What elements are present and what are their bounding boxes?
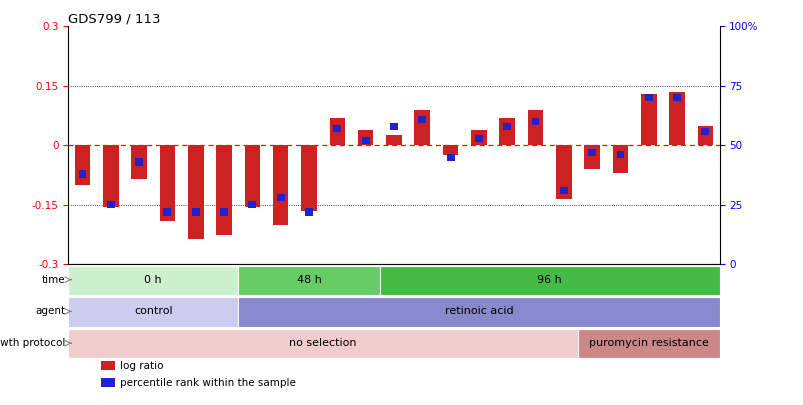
Text: log ratio: log ratio <box>120 361 164 371</box>
Bar <box>475 135 483 142</box>
Bar <box>107 201 115 209</box>
FancyBboxPatch shape <box>68 329 577 358</box>
Bar <box>333 125 340 132</box>
Bar <box>527 110 543 145</box>
Bar <box>276 194 284 201</box>
Text: 48 h: 48 h <box>296 275 321 285</box>
FancyBboxPatch shape <box>379 266 719 295</box>
Bar <box>301 145 316 211</box>
Bar <box>471 130 486 145</box>
Bar <box>220 209 228 215</box>
Bar <box>640 94 656 145</box>
Bar <box>244 145 260 207</box>
Bar <box>357 130 373 145</box>
Bar <box>304 209 312 215</box>
FancyBboxPatch shape <box>68 297 238 327</box>
Text: GDS799 / 113: GDS799 / 113 <box>68 12 161 25</box>
Text: 0 h: 0 h <box>145 275 162 285</box>
Text: 96 h: 96 h <box>536 275 561 285</box>
Bar <box>531 118 539 125</box>
Bar <box>672 94 680 101</box>
FancyBboxPatch shape <box>238 297 719 327</box>
Bar <box>442 145 458 155</box>
Text: agent: agent <box>35 307 65 316</box>
Bar <box>248 201 256 209</box>
FancyBboxPatch shape <box>238 266 379 295</box>
Bar <box>101 361 115 371</box>
Bar <box>700 128 708 135</box>
Text: growth protocol: growth protocol <box>0 338 65 348</box>
Bar <box>503 123 511 130</box>
Bar <box>414 110 430 145</box>
Bar <box>418 115 426 123</box>
Text: percentile rank within the sample: percentile rank within the sample <box>120 378 296 388</box>
Bar <box>103 145 119 207</box>
Bar <box>499 117 515 145</box>
Bar <box>163 209 171 215</box>
Text: time: time <box>42 275 65 285</box>
Bar <box>584 145 599 169</box>
Bar <box>216 145 231 234</box>
Bar <box>668 92 684 145</box>
Bar <box>135 158 143 166</box>
Bar <box>616 151 624 158</box>
Bar <box>329 117 344 145</box>
Text: no selection: no selection <box>289 338 357 348</box>
Bar <box>272 145 288 225</box>
Text: retinoic acid: retinoic acid <box>444 307 512 316</box>
Bar <box>556 145 571 199</box>
Text: control: control <box>134 307 173 316</box>
Bar <box>131 145 147 179</box>
Bar <box>75 145 90 185</box>
Bar <box>188 145 203 239</box>
Bar <box>79 171 87 177</box>
Text: puromycin resistance: puromycin resistance <box>588 338 708 348</box>
Bar <box>644 94 652 101</box>
Bar <box>389 123 397 130</box>
Bar <box>612 145 627 173</box>
Bar <box>361 137 369 144</box>
Bar <box>101 378 115 387</box>
Bar <box>697 126 712 145</box>
Bar <box>192 209 199 215</box>
Bar <box>446 154 454 161</box>
Bar <box>385 135 402 145</box>
Bar <box>588 149 595 156</box>
FancyBboxPatch shape <box>577 329 719 358</box>
Bar <box>160 145 175 221</box>
Bar <box>559 187 567 194</box>
FancyBboxPatch shape <box>68 266 238 295</box>
